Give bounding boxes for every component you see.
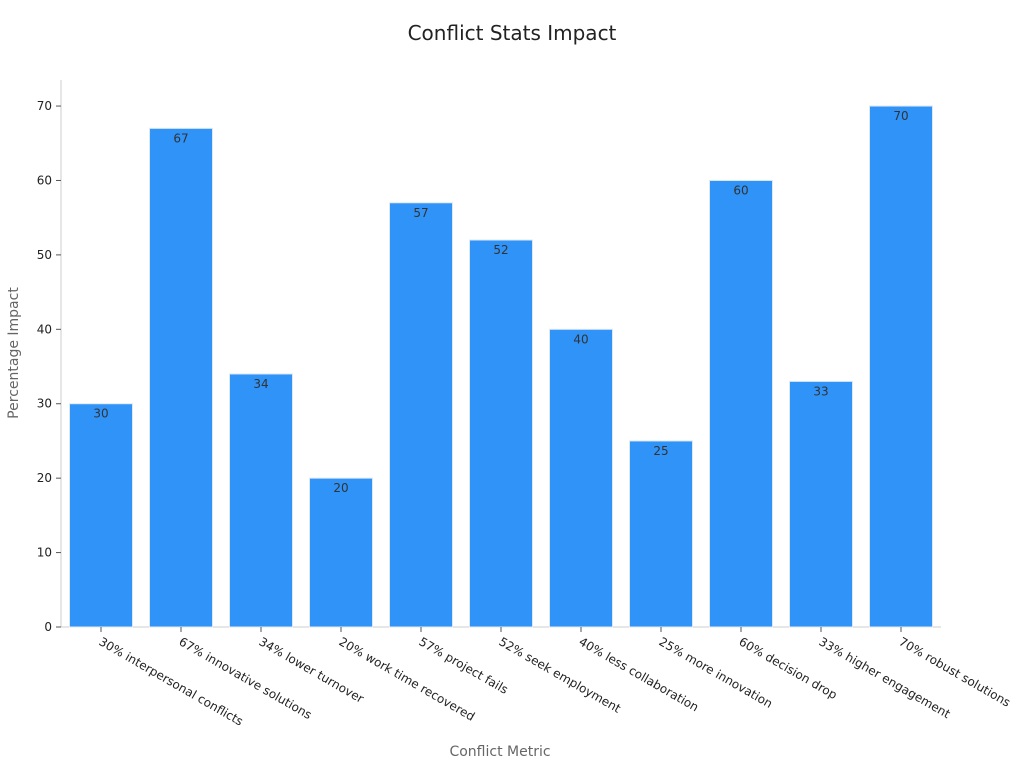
bar-value-label: 52 xyxy=(493,243,508,257)
y-tick-label: 10 xyxy=(37,546,52,560)
bar-value-label: 67 xyxy=(173,131,188,145)
x-tick-label: 67% innovative solutions xyxy=(177,634,315,722)
bar xyxy=(629,440,693,628)
bar xyxy=(309,477,373,628)
bar xyxy=(229,373,293,628)
y-tick-label: 50 xyxy=(37,248,52,262)
bar xyxy=(789,380,853,628)
y-tick-label: 60 xyxy=(37,173,52,187)
bar-value-label: 25 xyxy=(653,444,668,458)
bar xyxy=(869,105,933,628)
bar-value-label: 57 xyxy=(413,206,428,220)
bar-value-label: 20 xyxy=(333,481,348,495)
bar-value-label: 60 xyxy=(733,183,748,197)
plot-area: 0 10 20 30 40 50 60 70 30 30% interpersonal confl… xyxy=(37,80,1013,729)
bar xyxy=(149,127,213,628)
x-tick-label: 30% interpersonal conflicts xyxy=(97,634,246,728)
bar xyxy=(709,179,773,628)
x-tick-label: 20% work time recovered xyxy=(337,634,478,723)
y-tick-label: 0 xyxy=(44,620,52,634)
x-axis-title: Conflict Metric xyxy=(449,744,550,760)
y-tick-label: 30 xyxy=(37,397,52,411)
bar-value-label: 40 xyxy=(573,332,588,346)
bar-value-label: 33 xyxy=(813,384,828,398)
y-axis-title: Percentage Impact xyxy=(6,287,22,419)
bar xyxy=(69,403,133,628)
bar xyxy=(469,239,533,628)
bar-value-label: 30 xyxy=(93,407,108,421)
bar-value-label: 34 xyxy=(253,377,268,391)
bar xyxy=(389,202,453,628)
x-tick-label: 33% higher engagement xyxy=(817,634,953,721)
chart-title: Conflict Stats Impact xyxy=(408,21,617,45)
y-tick-label: 40 xyxy=(37,322,52,336)
y-tick-label: 70 xyxy=(37,99,52,113)
bar xyxy=(549,328,613,628)
y-tick-label: 20 xyxy=(37,471,52,485)
bar-value-label: 70 xyxy=(893,109,908,123)
